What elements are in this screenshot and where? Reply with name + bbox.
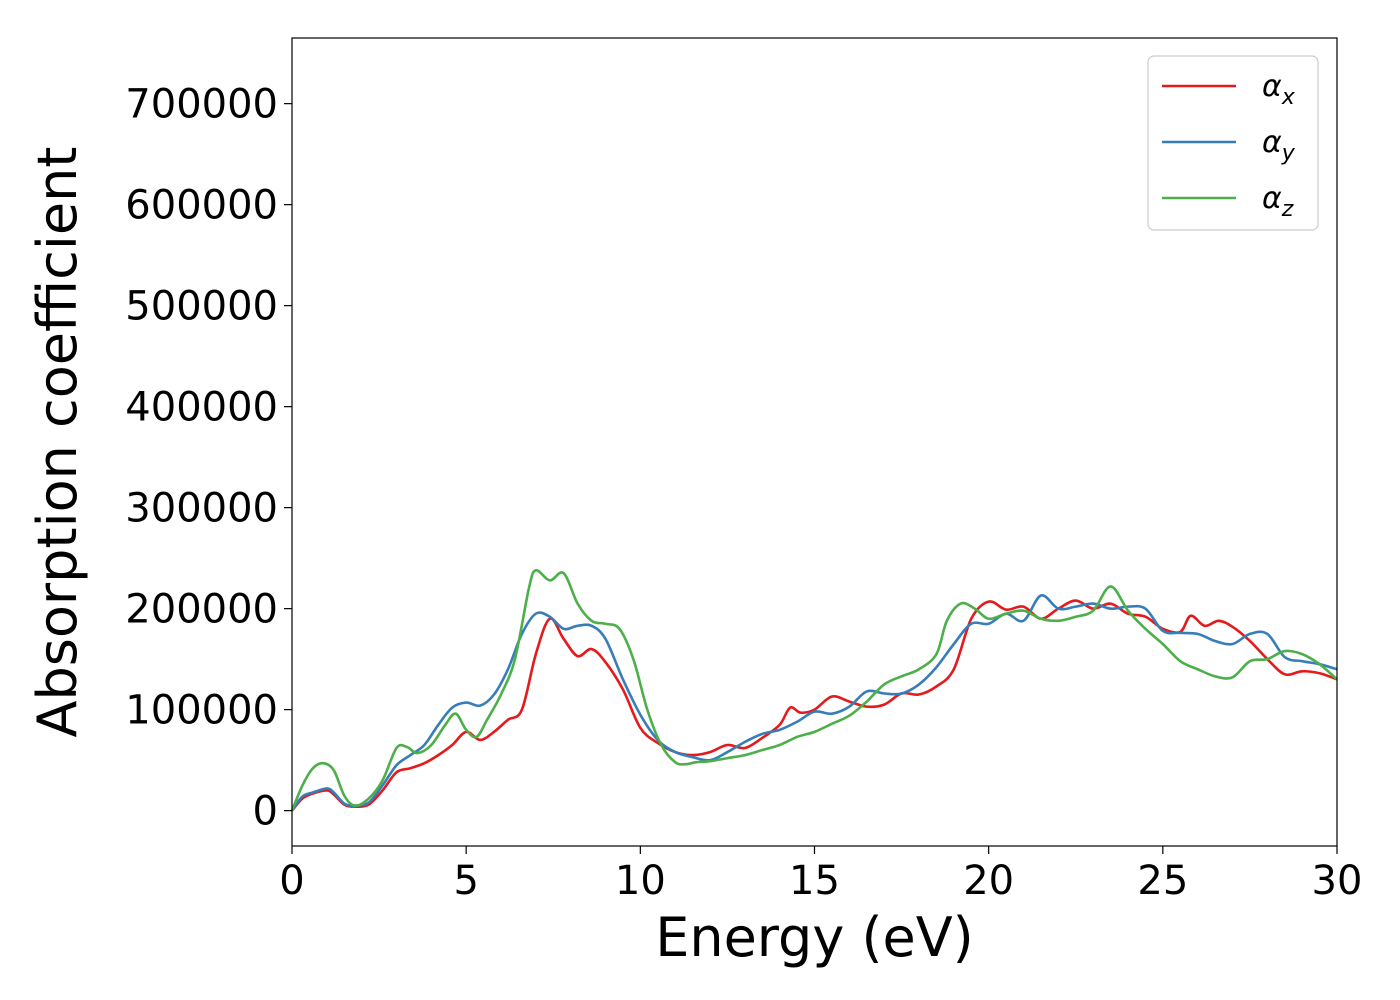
x-tick-label: 20 — [963, 858, 1014, 904]
y-tick-label: 100000 — [125, 688, 278, 734]
x-tick-label: 10 — [615, 858, 666, 904]
series-layer — [290, 568, 1338, 812]
y-tick-label: 400000 — [125, 385, 278, 431]
series-line-y — [290, 594, 1338, 812]
x-tick-label: 15 — [789, 858, 840, 904]
x-tick-label: 5 — [453, 858, 478, 904]
legend-label-x: αx — [1262, 69, 1296, 110]
legend-label-y: αy — [1262, 125, 1296, 166]
y-tick-label: 700000 — [125, 82, 278, 128]
x-tick-label: 25 — [1137, 858, 1188, 904]
legend-label-z: αz — [1262, 181, 1294, 222]
x-tick-label: 0 — [279, 858, 304, 904]
y-tick-label: 600000 — [125, 183, 278, 229]
x-axis-ticks: 0 5 10 15 20 25 30 — [279, 846, 1362, 904]
y-tick-label: 0 — [253, 789, 278, 835]
y-tick-label: 200000 — [125, 587, 278, 633]
series-line-z — [290, 568, 1338, 812]
y-axis-ticks: 0 100000 200000 300000 400000 500000 600000 700… — [125, 82, 292, 835]
x-tick-label: 30 — [1312, 858, 1363, 904]
y-axis-title: Absorption coefficient — [26, 147, 89, 738]
y-tick-label: 500000 — [125, 284, 278, 330]
legend: αx αy αz — [1147, 55, 1319, 231]
y-tick-label: 300000 — [125, 486, 278, 532]
x-axis-title: Energy (eV) — [655, 906, 974, 969]
